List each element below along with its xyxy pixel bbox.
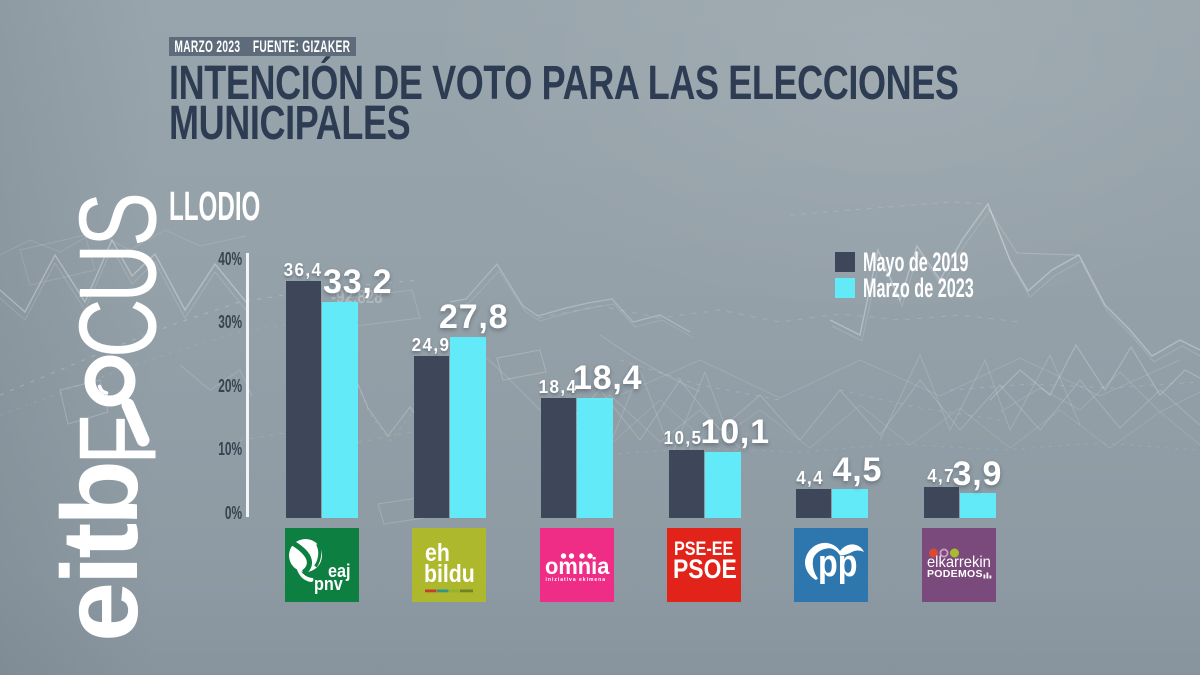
svg-text:U: U (57, 243, 180, 303)
svg-text:C: C (57, 298, 180, 358)
svg-text:S: S (57, 192, 180, 247)
svg-text:eitb: eitb (39, 460, 160, 642)
svg-text:F: F (57, 415, 180, 465)
